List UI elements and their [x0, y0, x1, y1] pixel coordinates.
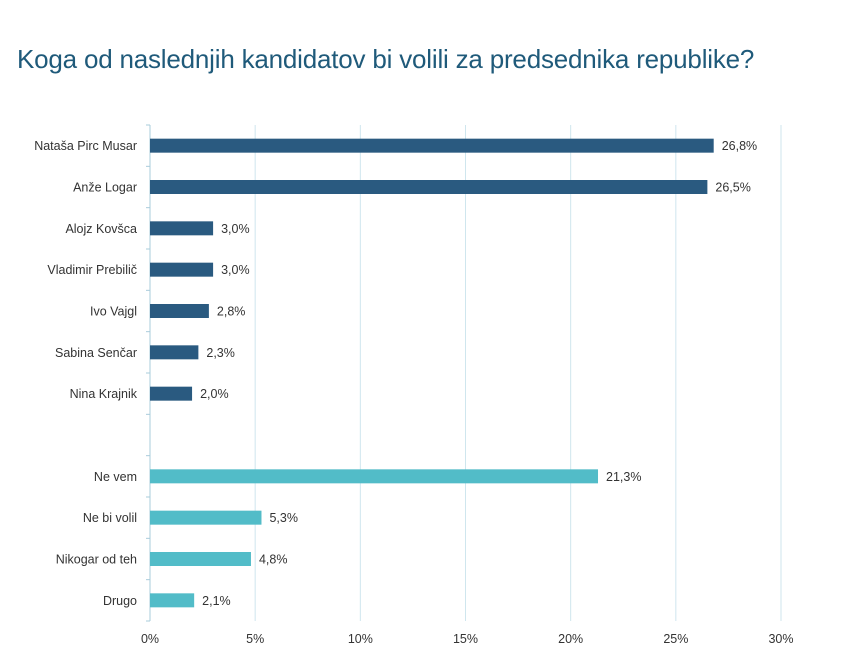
x-tick-label: 30% — [768, 632, 793, 646]
bar — [150, 552, 251, 566]
bar — [150, 345, 199, 360]
category-label: Ne bi volil — [83, 511, 137, 525]
bar — [150, 262, 214, 277]
data-label: 2,1% — [202, 594, 231, 608]
x-tick-label: 15% — [453, 632, 478, 646]
x-tick-label: 0% — [141, 632, 159, 646]
bar — [150, 593, 195, 608]
category-label: Ne vem — [94, 470, 137, 484]
x-tick-label: 25% — [663, 632, 688, 646]
category-label: Nataša Pirc Musar — [34, 139, 137, 153]
category-label: Alojz Kovšca — [65, 222, 137, 236]
data-label: 26,8% — [722, 139, 757, 153]
bar — [150, 469, 599, 484]
data-label: 2,0% — [200, 387, 229, 401]
category-label: Nikogar od teh — [56, 553, 137, 567]
data-label: 2,3% — [206, 346, 235, 360]
bar — [150, 138, 714, 153]
x-tick-label: 5% — [246, 632, 264, 646]
bar — [150, 386, 193, 401]
bar — [150, 180, 708, 194]
chart-title: Koga od naslednjih kandidatov bi volili … — [17, 44, 755, 74]
category-label: Sabina Senčar — [55, 346, 137, 360]
x-tick-label: 10% — [348, 632, 373, 646]
x-tick-label: 20% — [558, 632, 583, 646]
category-label: Anže Logar — [73, 181, 137, 195]
bar — [150, 304, 209, 318]
data-label: 2,8% — [217, 305, 246, 319]
data-label: 26,5% — [715, 181, 750, 195]
category-label: Nina Krajnik — [70, 387, 138, 401]
data-label: 4,8% — [259, 553, 288, 567]
data-label: 3,0% — [221, 222, 250, 236]
category-label: Drugo — [103, 594, 137, 608]
bar — [150, 221, 214, 236]
data-label: 3,0% — [221, 263, 250, 277]
data-label: 5,3% — [269, 511, 298, 525]
category-label: Vladimir Prebilič — [47, 263, 137, 277]
data-label: 21,3% — [606, 470, 641, 484]
category-label: Ivo Vajgl — [90, 305, 137, 319]
bar — [150, 510, 262, 525]
